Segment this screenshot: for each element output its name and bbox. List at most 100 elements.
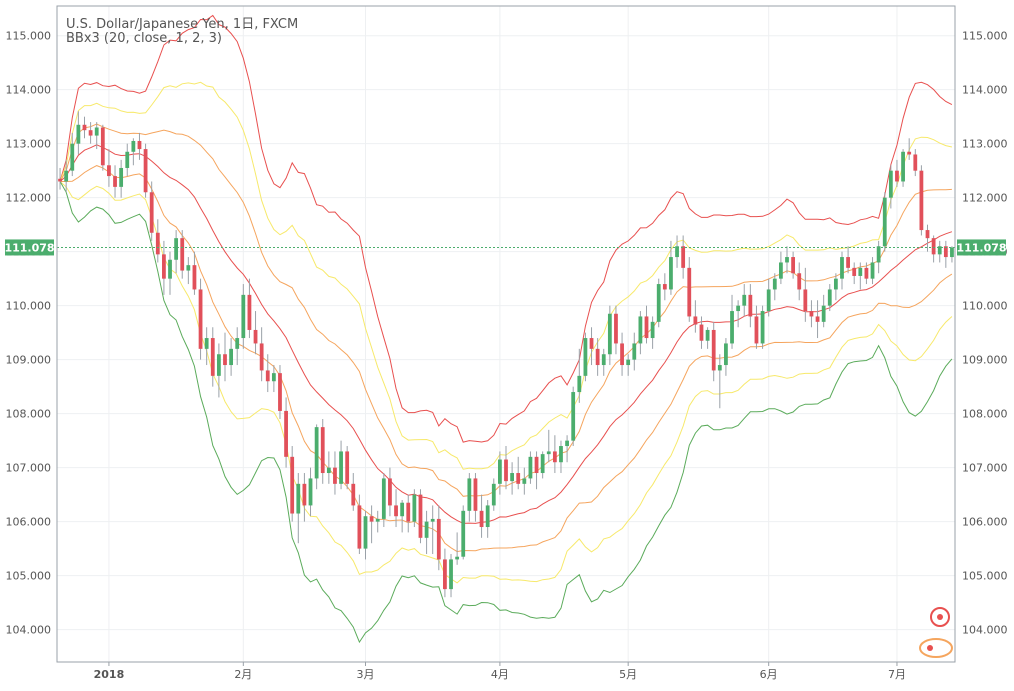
candle-body [467,478,472,511]
candle [522,467,527,495]
candle [662,273,667,301]
candle [76,111,81,155]
candle [882,192,887,252]
candle-body [82,124,87,131]
band-basis [59,144,953,524]
candle-body [516,473,521,484]
candle-body [64,170,69,182]
candle [516,456,521,490]
candle [785,246,789,274]
candle-body [412,494,417,522]
candle [669,240,673,295]
candle-body [815,316,820,322]
candle-body [235,338,240,349]
candle [833,273,838,301]
candle [168,251,172,295]
candle [705,327,710,349]
candle [632,332,637,371]
candle-body [241,294,246,339]
candle [693,300,698,333]
candle-body [479,510,484,528]
y-tick-label: 112.000 [6,192,52,205]
candle-body [943,246,948,258]
candle [64,159,69,193]
candle [846,246,850,274]
candle-body [76,124,81,144]
candle [809,300,814,328]
candle-body [345,451,350,484]
candle-body [540,454,545,474]
candle-body [351,483,356,506]
candle [650,316,655,349]
candle-body [662,284,667,290]
candle-body [797,273,802,290]
candle [546,429,551,463]
candle [296,473,301,544]
candle-body [528,456,533,479]
candle-body [687,267,692,317]
candle-body [449,559,453,590]
event-flag-icon[interactable] [919,607,953,658]
candle-body [760,311,765,344]
candle-body [369,516,374,522]
candle-body [601,354,606,366]
candle-body [577,375,582,393]
candle [675,235,679,268]
candle [497,451,502,495]
candle [369,505,374,544]
last-price-tags: 111.078 111.078 [4,239,1007,256]
candle [827,284,832,312]
candle [235,327,240,366]
candle-body [357,505,362,549]
candle-body [284,410,288,457]
candle [901,149,905,187]
candle-body [681,246,686,268]
band-upper-3 [59,14,953,443]
candle-body [669,257,673,290]
candle-body [174,238,179,260]
candle [724,338,728,376]
candle [406,494,411,533]
candle [528,451,533,484]
candle-body [644,316,649,339]
candle [143,143,148,198]
last-price-label: 111.078 [956,241,1006,254]
candle-body [736,305,741,312]
candle [363,510,368,560]
candle-body [302,483,307,506]
candle [400,500,405,533]
candle [320,419,325,484]
candle [614,305,618,355]
last-price-label: 111.078 [4,241,54,254]
candle-body [119,167,124,187]
candle [58,167,62,190]
band-upper-1 [59,123,952,497]
candle [577,348,582,403]
candle [504,446,508,490]
y-tick-label: 114.000 [962,84,1008,97]
candle [473,473,478,522]
candle [717,354,722,409]
y-axis-right: 104.000 105.000 106.000 107.000 108.000 109.0… [962,30,1008,637]
candle [241,284,246,349]
candle-body [394,505,398,517]
candle [265,354,270,393]
candle [742,284,747,317]
candle-body [308,478,313,506]
candle-body [333,467,337,484]
candle-body [937,246,942,255]
candle-body [70,143,75,171]
candle-body [693,316,698,325]
candle [485,500,490,538]
candle [864,262,869,285]
candle-body [216,354,221,376]
candle [424,510,429,555]
candle [644,305,649,344]
candle-body [552,451,557,463]
candle [601,348,606,376]
candle-body [522,478,527,484]
indicator-legend[interactable]: BBx3 (20, close, 1, 2, 3) [66,31,222,46]
candle-body [320,427,325,474]
